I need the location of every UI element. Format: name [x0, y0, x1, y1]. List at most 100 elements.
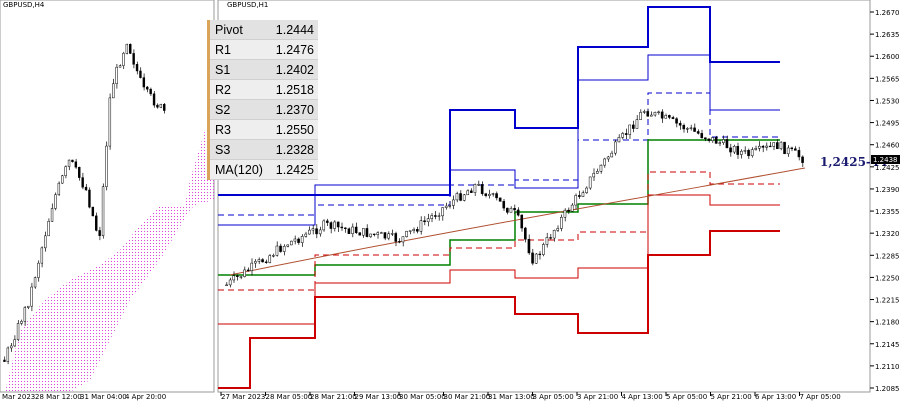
candle — [390, 233, 394, 235]
candle — [372, 233, 376, 236]
candle — [513, 207, 516, 211]
candle — [125, 43, 129, 54]
table-row: S2 1.2370 — [207, 99, 318, 120]
candle — [650, 114, 653, 117]
x-tick-label: 28 Mar 05:00 — [266, 393, 313, 401]
candle — [300, 236, 304, 243]
x-tick-label: 3 Apr 21:00 — [577, 393, 618, 401]
candle — [225, 284, 228, 286]
candle — [329, 222, 333, 229]
table-row: Pivot 1.2444 — [207, 20, 318, 40]
candle — [704, 137, 707, 140]
candle — [707, 138, 711, 141]
candle — [639, 112, 642, 120]
candle — [118, 65, 122, 68]
candle — [668, 115, 671, 118]
candle — [711, 137, 714, 141]
level-name: MA(120) — [207, 159, 270, 180]
candle — [98, 230, 101, 236]
candle — [257, 259, 261, 262]
x-tick-label: 28 Mar 12:00 — [35, 393, 82, 401]
y-tick-label: 1.2635 — [875, 31, 900, 39]
candle — [156, 104, 159, 108]
candle — [689, 127, 693, 129]
candle — [761, 145, 765, 148]
x-tick-label: 4 Apr 20:00 — [125, 393, 166, 401]
candle — [354, 226, 358, 234]
candle — [563, 209, 567, 218]
level-value: 1.2328 — [269, 139, 318, 160]
x-tick-label: 30 Mar 05:00 — [399, 393, 446, 401]
candle — [37, 262, 40, 278]
candle — [308, 229, 311, 235]
candle — [74, 161, 78, 168]
candle — [686, 128, 689, 130]
candle — [84, 186, 88, 191]
candle — [524, 227, 527, 240]
candle — [6, 347, 10, 362]
candle — [358, 232, 362, 236]
candle — [33, 277, 37, 288]
candle — [444, 205, 448, 208]
level-value: 1.2425 — [269, 159, 318, 180]
candle — [264, 261, 268, 263]
candle — [250, 262, 254, 271]
candle — [112, 83, 115, 99]
candle — [725, 139, 729, 149]
x-tick-label: 27 Mar 2023 — [221, 393, 265, 401]
candle — [383, 232, 387, 239]
candle — [455, 193, 459, 201]
candle — [797, 150, 801, 158]
candle — [664, 115, 668, 119]
level-value: 1.2550 — [269, 119, 318, 140]
candle — [61, 175, 64, 184]
level-value: 1.2370 — [269, 99, 318, 120]
candle — [340, 226, 344, 229]
candle — [491, 193, 495, 195]
candle — [105, 145, 108, 188]
candle — [142, 77, 146, 88]
table-row: R2 1.2518 — [207, 79, 318, 100]
candle — [693, 127, 696, 132]
table-row: S3 1.2328 — [207, 139, 318, 160]
candle — [387, 233, 390, 239]
candle — [722, 139, 725, 143]
candle — [282, 246, 286, 252]
x-tick-label: 7 Apr 05:00 — [800, 393, 841, 401]
candle — [272, 255, 275, 257]
candle — [149, 88, 152, 95]
candle — [67, 159, 71, 167]
candle — [776, 142, 779, 150]
candle — [581, 192, 585, 197]
candle — [646, 111, 650, 117]
candle — [509, 207, 513, 213]
level-name: S2 — [207, 99, 270, 120]
candle — [326, 220, 329, 223]
candle — [54, 194, 57, 209]
candle — [236, 275, 239, 277]
candle — [246, 269, 250, 271]
candle — [520, 214, 524, 229]
candle — [290, 240, 293, 246]
candle — [502, 201, 506, 209]
candle — [101, 186, 105, 236]
candle — [779, 141, 783, 150]
candle — [480, 184, 484, 195]
candle — [585, 187, 588, 193]
x-tick-label: 29 Mar 13:00 — [355, 393, 402, 401]
candle — [545, 237, 549, 245]
candle — [614, 141, 617, 154]
candle — [552, 230, 556, 239]
x-tick-label: 3 Apr 05:00 — [533, 393, 574, 401]
candle — [473, 184, 477, 193]
candle — [10, 345, 13, 349]
y-tick-label: 1.2600 — [875, 53, 900, 61]
table-row: R1 1.2476 — [207, 39, 318, 60]
candle — [380, 232, 383, 234]
candle — [275, 245, 279, 256]
candle — [617, 137, 621, 143]
candle — [261, 259, 264, 263]
candle — [40, 247, 44, 264]
candle — [30, 286, 33, 307]
candle — [718, 142, 722, 144]
